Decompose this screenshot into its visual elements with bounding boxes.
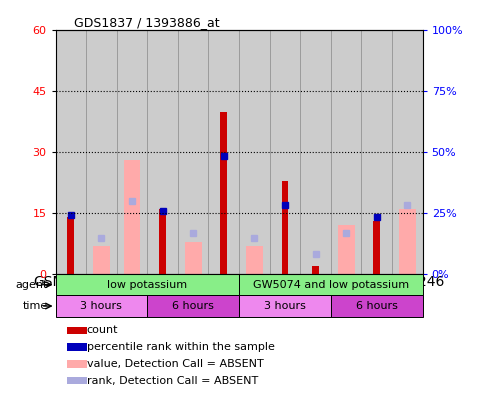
Text: agent: agent [16, 280, 48, 290]
Bar [56, 295, 147, 317]
Bar [312, 266, 319, 274]
Bar [67, 377, 87, 384]
Bar [147, 295, 239, 317]
Bar [239, 274, 423, 295]
Text: GW5074 and low potassium: GW5074 and low potassium [253, 280, 409, 290]
Bar [124, 160, 141, 274]
Bar [185, 241, 201, 274]
Bar [159, 209, 166, 274]
Bar [246, 245, 263, 274]
Bar [67, 360, 87, 368]
Text: 3 hours: 3 hours [81, 301, 122, 311]
Bar [117, 30, 147, 274]
Bar [270, 30, 300, 274]
Text: rank, Detection Call = ABSENT: rank, Detection Call = ABSENT [87, 376, 258, 386]
Bar [282, 181, 288, 274]
Bar [86, 30, 117, 274]
Bar [338, 225, 355, 274]
Bar [67, 326, 87, 334]
Bar [68, 217, 74, 274]
Text: value, Detection Call = ABSENT: value, Detection Call = ABSENT [87, 359, 264, 369]
Text: 3 hours: 3 hours [264, 301, 306, 311]
Bar [361, 30, 392, 274]
Bar [373, 221, 380, 274]
Bar [331, 295, 423, 317]
Bar [56, 274, 239, 295]
Text: GDS1837 / 1393886_at: GDS1837 / 1393886_at [74, 16, 220, 29]
Bar [331, 30, 361, 274]
Bar [209, 30, 239, 274]
Text: time: time [23, 301, 48, 311]
Text: 6 hours: 6 hours [356, 301, 398, 311]
Bar [93, 245, 110, 274]
Bar [300, 30, 331, 274]
Bar [399, 209, 416, 274]
Text: percentile rank within the sample: percentile rank within the sample [87, 342, 275, 352]
Text: count: count [87, 325, 118, 335]
Bar [239, 295, 331, 317]
Bar [67, 343, 87, 351]
Text: low potassium: low potassium [107, 280, 187, 290]
Bar [239, 30, 270, 274]
Bar [56, 30, 86, 274]
Bar [147, 30, 178, 274]
Bar [178, 30, 209, 274]
Bar [220, 112, 227, 274]
Text: 6 hours: 6 hours [172, 301, 214, 311]
Bar [392, 30, 423, 274]
